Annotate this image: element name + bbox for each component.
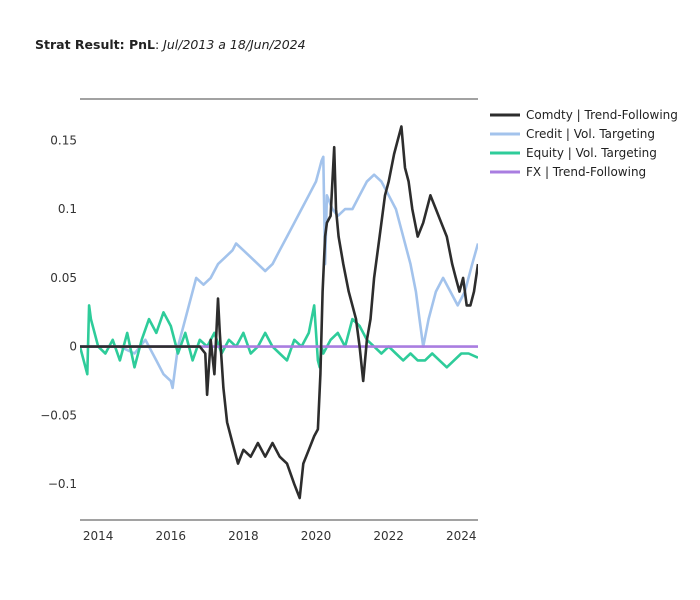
legend-item[interactable]: FX | Trend-Following (490, 165, 646, 179)
chart-title-bold: Strat Result: PnL (35, 37, 155, 52)
legend-label: Equity | Vol. Targeting (526, 146, 657, 160)
y-tick-label: −0.1 (48, 477, 77, 491)
y-tick-label: 0.05 (50, 271, 77, 285)
y-tick-label: 0 (69, 340, 77, 354)
legend-item[interactable]: Credit | Vol. Targeting (490, 127, 655, 141)
x-tick-label: 2016 (156, 529, 187, 543)
chart-title: Strat Result: PnL: Jul/2013 a 18/Jun/202… (35, 37, 306, 52)
y-ticks: −0.1 −0.05 0 0.05 0.1 0.15 (40, 133, 77, 491)
legend-label: Comdty | Trend-Following (526, 108, 678, 122)
series-layer (80, 125, 478, 500)
x-ticks: 2014 2016 2018 2020 2022 2024 (83, 529, 477, 543)
x-tick-label: 2020 (301, 529, 332, 543)
chart-title-italic: Jul/2013 a 18/Jun/2024 (163, 37, 306, 52)
x-tick-label: 2014 (83, 529, 114, 543)
legend-item[interactable]: Equity | Vol. Targeting (490, 146, 657, 160)
legend-item[interactable]: Comdty | Trend-Following (490, 108, 678, 122)
legend-label: FX | Trend-Following (526, 165, 646, 179)
chart-title-sep: : (154, 37, 164, 52)
legend: Comdty | Trend-Following Credit | Vol. Ta… (490, 108, 678, 179)
x-tick-label: 2024 (446, 529, 477, 543)
y-tick-label: −0.05 (40, 408, 77, 422)
series-line-equity-vol-targeting (80, 304, 478, 376)
y-tick-label: 0.1 (58, 202, 77, 216)
x-tick-label: 2018 (228, 529, 259, 543)
legend-label: Credit | Vol. Targeting (526, 127, 655, 141)
series-line-credit-vol-targeting (80, 155, 478, 390)
y-tick-label: 0.15 (50, 133, 77, 147)
series-line-comdty-trend-following (80, 125, 478, 500)
x-tick-label: 2022 (373, 529, 404, 543)
